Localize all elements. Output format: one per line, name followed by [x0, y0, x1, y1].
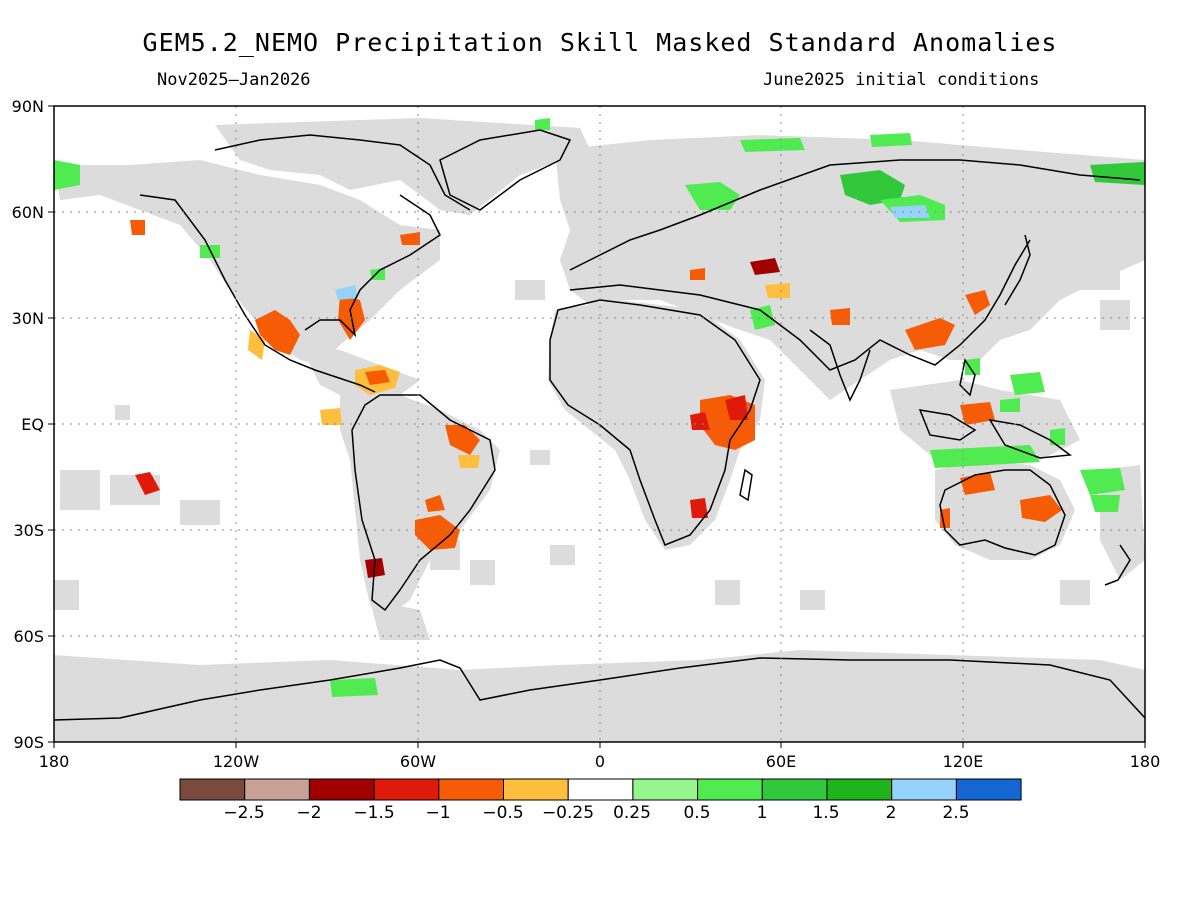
colorbar-label: 0.5 [683, 803, 710, 823]
colorbar-swatch [244, 778, 310, 801]
colorbar-label: −0.25 [542, 803, 594, 823]
colorbar-swatch [761, 778, 828, 801]
map-title: GEM5.2_NEMO Precipitation Skill Masked S… [142, 28, 1058, 57]
lon-label: 0 [595, 752, 605, 771]
positive-anomalies [54, 118, 1145, 697]
colorbar-swatch [567, 778, 634, 801]
colorbar-swatches [179, 778, 1022, 801]
colorbar-label: −1 [425, 803, 450, 823]
colorbar-label: 1 [757, 803, 768, 823]
lat-label: 60N [12, 203, 44, 222]
graticule [54, 106, 1145, 742]
initial-conditions: June2025 initial conditions [763, 70, 1040, 90]
colorbar-swatch [955, 778, 1022, 801]
colorbar-swatch [697, 778, 763, 801]
lon-label: 60W [400, 752, 436, 771]
colorbar-swatch [891, 778, 957, 801]
colorbar-swatch [503, 778, 569, 801]
colorbar-swatch [632, 778, 699, 801]
lat-label: 90N [12, 97, 44, 116]
forecast-period: Nov2025–Jan2026 [157, 70, 311, 90]
negative-anomalies [130, 220, 1062, 578]
colorbar-label: 2 [886, 803, 897, 823]
coastlines [54, 129, 1145, 721]
lat-labels: 90N 60N 30N EQ 30S 60S 90S [12, 97, 44, 752]
colorbar-label: −1.5 [353, 803, 394, 823]
map-area [54, 106, 1145, 742]
lon-label: 180 [1130, 752, 1161, 771]
colorbar-label: 1.5 [812, 803, 839, 823]
colorbar-label: −0.5 [482, 803, 523, 823]
colorbar-swatch [308, 778, 375, 801]
lon-label: 120W [213, 752, 260, 771]
lat-label: 30S [13, 521, 44, 540]
colorbar-label: −2 [296, 803, 321, 823]
land-mask [54, 118, 1145, 742]
colorbar-swatch [373, 778, 440, 801]
colorbar: −2.5 −2 −1.5 −1 −0.5 −0.25 0.25 0.5 1 1.… [179, 778, 1022, 823]
lon-label: 120E [943, 752, 984, 771]
colorbar-label: 2.5 [942, 803, 969, 823]
lat-label: 30N [12, 309, 44, 328]
colorbar-label: −2.5 [223, 803, 264, 823]
lat-label: 90S [13, 733, 44, 752]
colorbar-swatch [438, 778, 504, 801]
tick-marks [48, 105, 1146, 748]
lon-label: 180 [39, 752, 70, 771]
lon-label: 60E [766, 752, 796, 771]
colorbar-labels: −2.5 −2 −1.5 −1 −0.5 −0.25 0.25 0.5 1 1.… [223, 803, 969, 823]
colorbar-label: 0.25 [613, 803, 651, 823]
lat-label: EQ [21, 415, 44, 434]
colorbar-swatch [179, 778, 246, 801]
lat-label: 60S [13, 627, 44, 646]
lon-labels: 180 120W 60W 0 60E 120E 180 [39, 752, 1161, 771]
colorbar-swatch [826, 778, 893, 801]
